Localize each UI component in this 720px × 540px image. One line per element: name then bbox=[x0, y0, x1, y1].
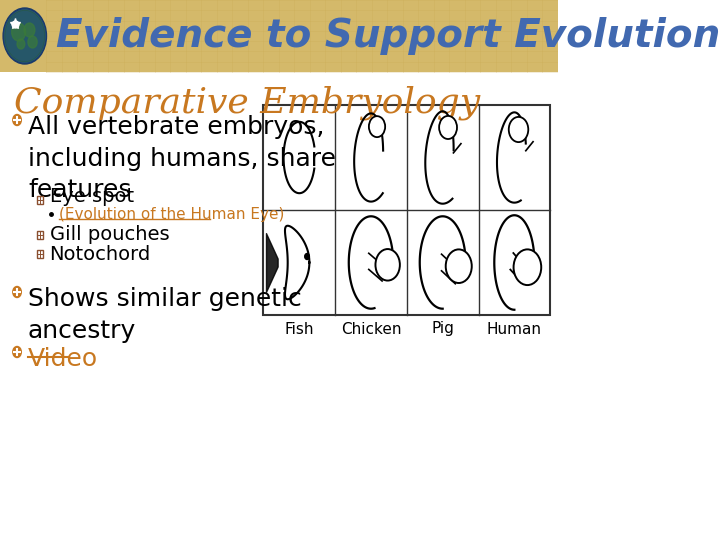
Text: Human: Human bbox=[487, 321, 542, 336]
Circle shape bbox=[24, 23, 35, 37]
Text: Shows similar genetic
ancestry: Shows similar genetic ancestry bbox=[28, 287, 302, 342]
Circle shape bbox=[305, 253, 310, 260]
Bar bbox=[37, 250, 43, 258]
Circle shape bbox=[17, 39, 24, 49]
Text: Fish: Fish bbox=[284, 321, 314, 336]
Circle shape bbox=[4, 10, 45, 62]
Circle shape bbox=[13, 114, 22, 125]
Bar bbox=[264, 105, 550, 315]
Circle shape bbox=[12, 23, 26, 41]
Text: Gill pouches: Gill pouches bbox=[50, 226, 169, 245]
Circle shape bbox=[439, 116, 457, 139]
Circle shape bbox=[13, 347, 22, 357]
Text: Chicken: Chicken bbox=[341, 321, 401, 336]
Text: Eye spot: Eye spot bbox=[50, 186, 134, 206]
Circle shape bbox=[375, 249, 400, 281]
Circle shape bbox=[513, 249, 541, 285]
Text: Video: Video bbox=[28, 347, 98, 371]
Circle shape bbox=[369, 116, 385, 137]
Text: Pig: Pig bbox=[431, 321, 454, 336]
Circle shape bbox=[3, 8, 47, 64]
Bar bbox=[37, 231, 43, 239]
Circle shape bbox=[509, 117, 528, 142]
Bar bbox=[37, 196, 43, 204]
Text: Notochord: Notochord bbox=[50, 245, 151, 264]
Circle shape bbox=[446, 249, 472, 283]
Bar bbox=[0, 0, 558, 72]
Text: (Evolution of the Human Eye): (Evolution of the Human Eye) bbox=[59, 206, 284, 221]
Text: All vertebrate embryos,
including humans, share
features: All vertebrate embryos, including humans… bbox=[28, 115, 336, 202]
Circle shape bbox=[13, 287, 22, 298]
Text: Evidence to Support Evolution: Evidence to Support Evolution bbox=[55, 17, 720, 55]
Circle shape bbox=[28, 36, 37, 48]
Text: Comparative Embryology: Comparative Embryology bbox=[14, 85, 480, 119]
Circle shape bbox=[4, 10, 45, 62]
